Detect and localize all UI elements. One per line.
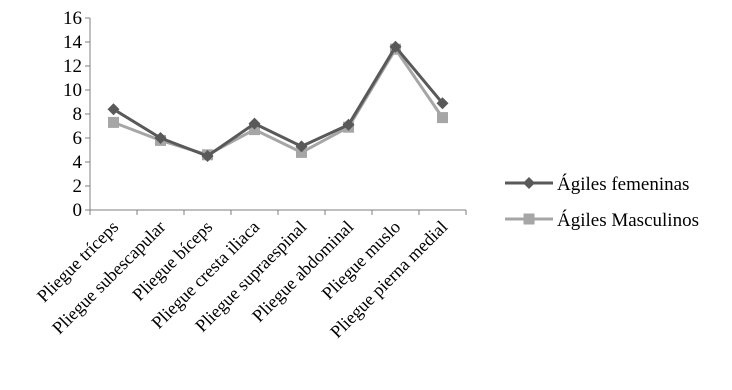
legend-label: Ágiles Masculinos xyxy=(557,209,699,231)
y-tick-label: 0 xyxy=(73,200,83,221)
y-tick-label: 16 xyxy=(63,8,82,29)
legend-item: Ágiles femeninas xyxy=(505,173,689,195)
series-layer xyxy=(108,41,449,162)
y-tick-label: 10 xyxy=(63,80,82,101)
y-tick-label: 8 xyxy=(73,104,83,125)
y-tick-label: 12 xyxy=(63,56,82,77)
y-tick-label: 2 xyxy=(73,176,83,197)
legend-item: Ágiles Masculinos xyxy=(505,209,699,231)
y-tick-label: 14 xyxy=(63,32,83,53)
series-agiles-masculinos xyxy=(108,44,448,161)
legend-diamond-marker xyxy=(523,177,535,189)
data-point xyxy=(108,117,119,128)
legend: Ágiles femeninas Ágiles Masculinos xyxy=(505,173,699,231)
data-point xyxy=(437,112,448,123)
legend-square-marker xyxy=(524,214,535,225)
x-tick-label: Pliegue tríceps xyxy=(33,217,122,306)
y-axis-ticks: 0 2 4 6 8 10 12 14 16 xyxy=(63,8,90,221)
axes xyxy=(90,18,466,210)
legend-label: Ágiles femeninas xyxy=(557,173,689,195)
y-tick-label: 4 xyxy=(73,152,83,173)
y-tick-label: 6 xyxy=(73,128,83,149)
